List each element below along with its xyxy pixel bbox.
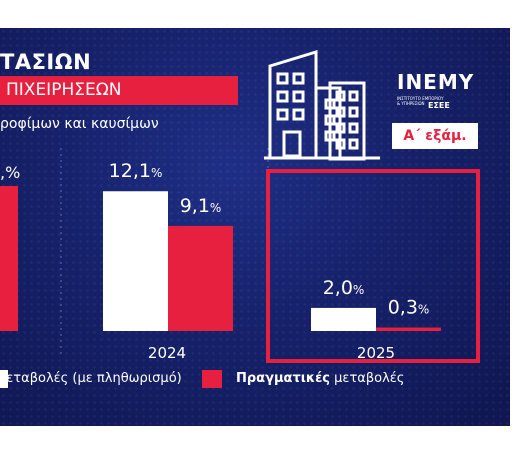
title-line-2: ΠΙΧΕΙΡΗΣΕΩΝ (0, 76, 238, 105)
period-badge: Α΄ εξάμ. (392, 123, 478, 149)
bar-real-2024 (168, 225, 233, 331)
value-label-real-2025: 0,3% (388, 297, 430, 319)
x-tick-label-2025: 2025 (357, 344, 395, 362)
infographic-panel: ΤΑΣΙΩΝ ΠΙΧΕΙΡΗΣΕΩΝ ροφίμων και καυσίμων … (0, 28, 510, 426)
legend-nominal-label: μεταβολές (με πληθωρισμό) (0, 371, 182, 386)
bar-real-2025 (376, 327, 441, 331)
value-label-nominal-2024: 12,1% (109, 160, 163, 182)
bar-nominal-2025 (311, 307, 376, 331)
title-line-1: ΤΑΣΙΩΝ (0, 50, 92, 74)
highlight-box-2025 (266, 169, 480, 363)
bar-nominal-2024 (103, 191, 168, 331)
value-label-real-2024: 9,1% (180, 195, 222, 217)
logo-org: ΕΣΕΕ (428, 101, 450, 110)
building-small-icon (328, 81, 366, 161)
bar-chart: ,% 12,1% 2,0% 9,1% 0,3% 2024 2025 (0, 148, 480, 363)
subtitle: ροφίμων και καυσίμων (0, 116, 159, 132)
legend-real-rest: μεταβολές (330, 371, 405, 386)
legend-real-bold: Πραγματικές (236, 371, 331, 386)
value-label-nominal-2025: 2,0% (323, 277, 365, 299)
logo: INEMY (397, 70, 475, 94)
logo-subtitle: ΙΝΣΤΙΤΟΥΤΟ ΕΜΠΟΡΙΟΥ & ΥΠΗΡΕΣΙΩΝ (397, 96, 444, 106)
x-tick-label-2024: 2024 (148, 344, 186, 362)
value-label-partial: ,% (0, 163, 20, 182)
bar-partial-real (0, 186, 18, 331)
legend-real-label: Πραγματικές μεταβολές (236, 371, 404, 386)
legend-swatch-nominal (0, 370, 8, 388)
legend-swatch-real (202, 370, 222, 388)
